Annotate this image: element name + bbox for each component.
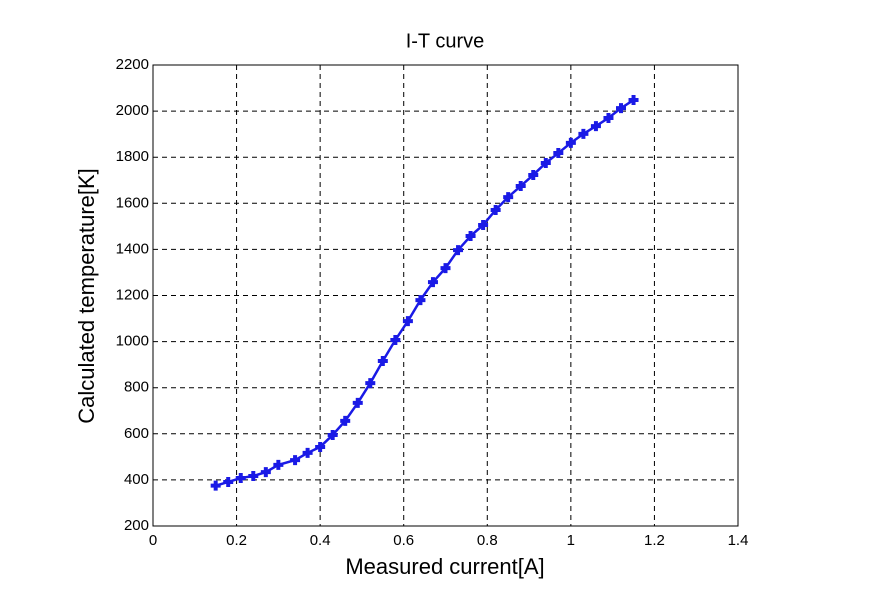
chart-title: I-T curve xyxy=(406,30,485,52)
data-marker xyxy=(302,447,313,458)
y-tick-label: 1000 xyxy=(116,333,149,350)
data-marker xyxy=(528,169,539,180)
data-marker xyxy=(590,121,601,132)
data-marker xyxy=(540,157,551,168)
y-tick-label: 2000 xyxy=(116,102,149,119)
data-marker xyxy=(290,455,301,466)
data-marker xyxy=(235,473,246,484)
data-marker xyxy=(515,181,526,192)
x-tick-label: 1.4 xyxy=(728,532,749,549)
data-marker xyxy=(490,204,501,215)
data-marker xyxy=(415,295,426,306)
data-marker xyxy=(365,378,376,389)
data-marker xyxy=(248,470,259,481)
x-tick-label: 0.8 xyxy=(477,532,498,549)
data-line xyxy=(215,98,635,487)
data-marker xyxy=(223,476,234,487)
y-tick-label: 1800 xyxy=(116,148,149,165)
data-marker xyxy=(465,231,476,242)
data-marker xyxy=(603,113,614,124)
x-tick-label: 0.4 xyxy=(310,532,331,549)
x-axis-label: Measured current[A] xyxy=(345,554,544,579)
data-marker xyxy=(402,316,413,327)
y-tick-label: 200 xyxy=(124,517,149,534)
data-marker xyxy=(390,334,401,345)
x-tick-label: 0.2 xyxy=(226,532,247,549)
data-marker xyxy=(440,263,451,274)
data-marker xyxy=(315,441,326,452)
data-marker xyxy=(565,137,576,148)
data-marker xyxy=(377,355,388,366)
y-tick-label: 1400 xyxy=(116,240,149,257)
data-marker xyxy=(453,245,464,256)
data-marker xyxy=(273,459,284,470)
data-marker xyxy=(210,480,221,491)
y-axis-label: Calculated temperature[K] xyxy=(74,168,99,424)
y-tick-label: 600 xyxy=(124,425,149,442)
x-tick-label: 1 xyxy=(567,532,575,549)
data-marker xyxy=(327,429,338,440)
y-tick-label: 400 xyxy=(124,471,149,488)
data-marker xyxy=(427,277,438,288)
x-tick-label: 0 xyxy=(149,532,157,549)
y-tick-label: 2200 xyxy=(116,56,149,73)
data-marker xyxy=(578,128,589,139)
y-tick-label: 1600 xyxy=(116,194,149,211)
plot-frame xyxy=(152,64,739,527)
data-marker xyxy=(260,467,271,478)
data-marker xyxy=(340,415,351,426)
data-marker xyxy=(628,95,639,106)
data-marker xyxy=(503,192,514,203)
x-tick-label: 0.6 xyxy=(393,532,414,549)
data-marker xyxy=(478,219,489,230)
data-marker xyxy=(553,148,564,159)
y-tick-label: 1200 xyxy=(116,286,149,303)
data-marker xyxy=(352,397,363,408)
data-marker xyxy=(616,103,626,114)
y-tick-label: 800 xyxy=(124,379,149,396)
x-tick-label: 1.2 xyxy=(644,532,665,549)
